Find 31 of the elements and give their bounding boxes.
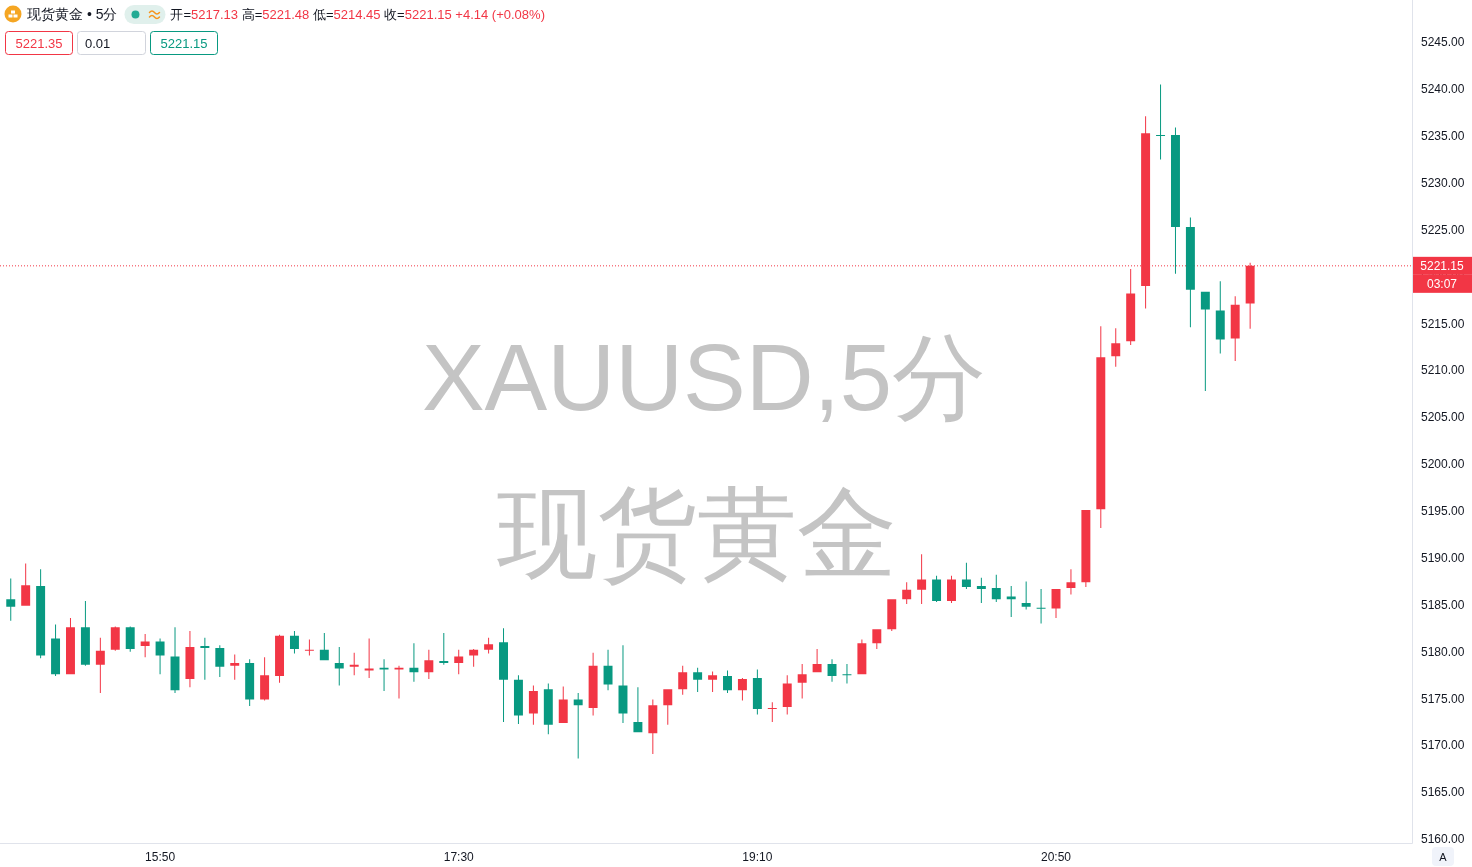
watermark: XAUUSD,5分 [421, 325, 987, 430]
y-tick-label: 5215.00 [1421, 316, 1465, 331]
annotation: 5221.35 [15, 35, 63, 51]
y-tick-label: 5160.00 [1421, 832, 1465, 847]
y-tick-label: 5230.00 [1421, 175, 1465, 190]
y-tick-label: 5175.00 [1421, 691, 1465, 706]
annotation: 5221.15 [404, 7, 452, 22]
y-tick-label: 5200.00 [1421, 457, 1465, 472]
y-tick-label: 5225.00 [1421, 222, 1465, 237]
ref-line-label: 5221.15 [1420, 258, 1465, 273]
y-tick-label: 5235.00 [1421, 128, 1465, 143]
x-tick-label: 17:30 [443, 850, 475, 864]
y-tick-label: 5170.00 [1421, 738, 1465, 753]
chart-title: 现货黄金 • 5分 [27, 6, 118, 22]
y-tick-label: 5180.00 [1421, 644, 1465, 659]
x-tick-label: 19:10 [742, 850, 773, 864]
annotation: 0.01 [85, 35, 111, 51]
watermark: 现货黄金 [497, 477, 897, 589]
y-tick-label: 5205.00 [1421, 410, 1465, 425]
y-tick-label: 5195.00 [1421, 504, 1465, 519]
y-tick-label: 5165.00 [1421, 785, 1465, 800]
y-tick-label: 5245.00 [1421, 35, 1465, 50]
y-tick-label: 5210.00 [1421, 363, 1465, 378]
text: 5221.15 [160, 35, 208, 51]
y-tick-label: 5185.00 [1421, 597, 1465, 612]
text: 03:07 [1426, 276, 1458, 291]
x-tick-label: 15:50 [145, 850, 176, 864]
x-tick-label: 20:50 [1040, 850, 1072, 864]
y-tick-label: 5190.00 [1421, 550, 1465, 565]
y-tick-label: 5240.00 [1421, 82, 1465, 97]
text: A [1439, 851, 1448, 863]
